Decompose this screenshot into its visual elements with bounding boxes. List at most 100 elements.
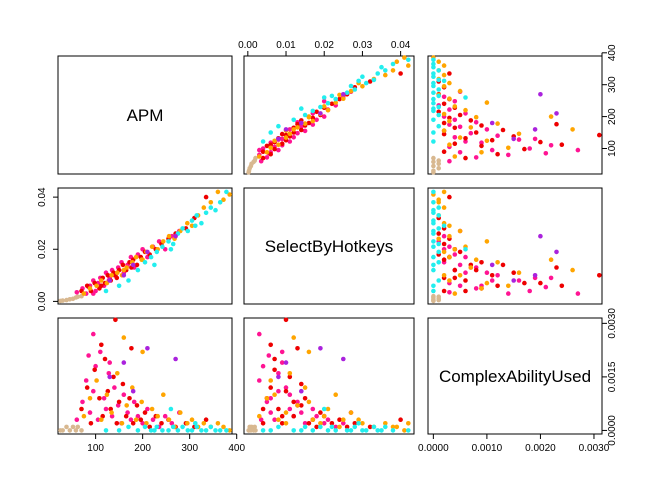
point-95-panel-0-1 [306, 114, 312, 119]
point-59-panel-2-1 [329, 421, 335, 426]
point-56-panel-1-2 [457, 249, 463, 255]
point-15-panel-2-1 [279, 349, 285, 355]
point-43-panel-0-1 [279, 141, 285, 146]
point-117-panel-1-2 [431, 288, 436, 294]
point-48-panel-2-1 [279, 421, 285, 426]
point-117-panel-1-0 [103, 288, 109, 294]
point-124-panel-0-1 [341, 92, 346, 97]
point-104-panel-2-0 [166, 428, 171, 433]
point-76-panel-2-0 [124, 403, 129, 408]
point-92-panel-2-0 [215, 421, 221, 426]
point-87-panel-2-1 [360, 421, 365, 426]
point-118-panel-0-2 [463, 95, 468, 100]
point-4-panel-0-2 [436, 161, 442, 167]
right_bottom-tick-label-0: 0.0000 [607, 415, 618, 446]
point-30-panel-1-2 [447, 244, 452, 249]
point-61-panel-1-2 [436, 231, 442, 236]
point-6-panel-1-2 [436, 294, 442, 300]
point-1-panel-0-2 [431, 168, 436, 174]
point-104-panel-0-2 [431, 96, 436, 102]
right_top-tick-label-2: 300 [607, 76, 618, 93]
point-99-panel-0-1 [291, 117, 297, 123]
point-61-panel-2-1 [344, 424, 350, 430]
point-8-panel-2-1 [258, 417, 264, 423]
point-91-panel-0-1 [390, 68, 396, 73]
point-1-panel-1-0 [60, 298, 65, 303]
point-53-panel-0-1 [306, 120, 312, 126]
point-50-panel-1-0 [120, 262, 126, 268]
right_bottom-tick-label-2: 0.0030 [607, 308, 618, 339]
point-12-panel-1-2 [489, 278, 495, 283]
point-84-panel-2-0 [166, 417, 172, 423]
point-111-panel-0-2 [431, 74, 436, 79]
point-6-panel-0-2 [436, 158, 442, 163]
point-13-panel-0-2 [527, 146, 532, 151]
point-32-panel-2-0 [162, 413, 168, 419]
point-59-panel-1-2 [441, 241, 447, 247]
point-108-panel-1-0 [185, 228, 191, 234]
point-109-panel-2-0 [189, 428, 195, 433]
point-112-panel-0-1 [375, 71, 381, 76]
point-41-panel-1-2 [522, 280, 527, 286]
point-65-panel-2-0 [113, 317, 118, 323]
point-51-panel-2-0 [123, 413, 129, 419]
point-114-panel-1-2 [431, 207, 436, 213]
point-82-panel-1-2 [452, 247, 458, 252]
point-113-panel-2-1 [383, 424, 388, 430]
point-105-panel-2-0 [170, 424, 176, 430]
point-51-panel-0-2 [452, 125, 458, 131]
point-101-panel-1-0 [148, 254, 154, 260]
point-80-panel-2-1 [318, 421, 323, 426]
point-106-panel-2-1 [344, 428, 350, 433]
point-103-panel-1-0 [160, 244, 165, 249]
point-74-panel-0-1 [287, 131, 293, 137]
point-84-panel-0-1 [341, 96, 346, 101]
point-122-panel-1-0 [121, 273, 127, 278]
point-100-panel-1-0 [142, 260, 148, 265]
panel-2-1 [243, 317, 415, 435]
point-16-panel-2-1 [268, 396, 274, 401]
point-79-panel-0-2 [473, 114, 479, 120]
point-63-panel-0-1 [367, 79, 373, 84]
point-23-panel-1-2 [484, 270, 490, 276]
point-24-panel-1-2 [457, 262, 463, 268]
point-77-panel-2-0 [130, 385, 135, 390]
point-45-panel-1-0 [105, 273, 111, 278]
point-20-panel-2-0 [112, 385, 117, 390]
point-44-panel-2-1 [272, 356, 277, 362]
point-98-panel-0-1 [276, 123, 281, 129]
point-122-panel-2-0 [121, 360, 127, 365]
point-72-panel-0-1 [272, 138, 277, 144]
point-47-panel-2-0 [111, 374, 116, 380]
point-120-panel-0-2 [431, 106, 436, 111]
point-91-panel-1-0 [208, 200, 214, 205]
point-122-panel-1-2 [532, 273, 538, 278]
point-118-panel-1-0 [168, 247, 174, 252]
point-41-panel-0-2 [522, 146, 527, 152]
point-72-panel-2-0 [104, 392, 110, 398]
point-92-panel-1-0 [215, 189, 221, 195]
point-78-panel-1-2 [447, 254, 452, 260]
panel-1-1 [243, 187, 415, 305]
point-108-panel-1-2 [431, 228, 436, 234]
point-119-panel-1-0 [193, 223, 198, 229]
point-93-panel-2-1 [394, 424, 400, 430]
point-94-panel-2-0 [227, 428, 232, 433]
point-21-panel-2-0 [115, 403, 121, 408]
point-36-panel-2-0 [86, 353, 91, 358]
point-83-panel-0-2 [484, 100, 490, 105]
point-109-panel-2-1 [363, 428, 369, 433]
point-30-panel-2-0 [150, 417, 156, 423]
point-71-panel-1-0 [99, 278, 104, 283]
point-84-panel-1-2 [447, 233, 452, 239]
point-13-panel-0-1 [260, 146, 266, 151]
point-11-panel-2-1 [268, 410, 274, 415]
point-12-panel-0-2 [489, 147, 495, 153]
point-39-panel-0-2 [495, 151, 500, 157]
top-tick-label-0: 0.00 [238, 40, 258, 51]
point-43-panel-1-2 [452, 275, 458, 281]
point-37-panel-0-2 [532, 136, 538, 142]
point-77-panel-1-2 [495, 260, 500, 265]
point-50-panel-2-0 [120, 381, 126, 387]
